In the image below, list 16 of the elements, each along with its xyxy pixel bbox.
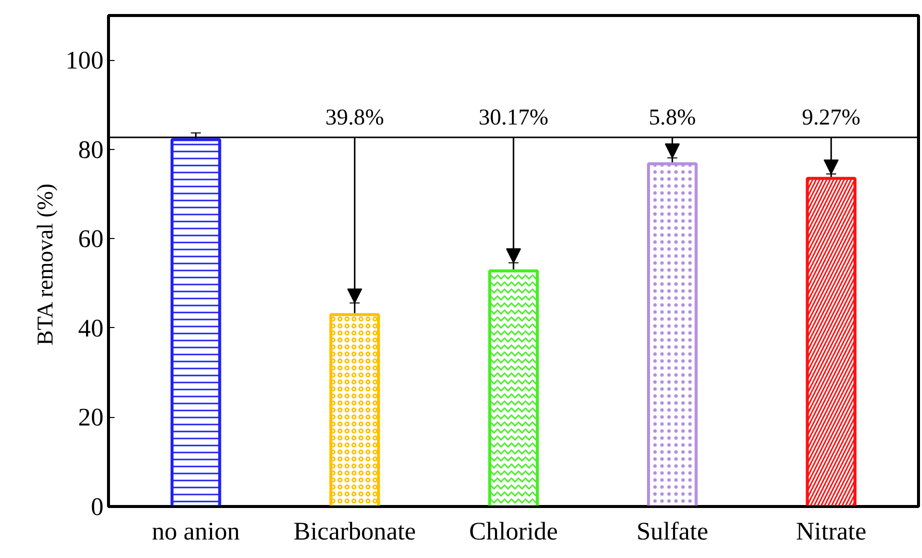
annotation: 39.8% [325,104,384,130]
x-tick-label: Bicarbonate [293,518,416,546]
y-tick-label: 80 [78,136,104,164]
y-tick-label: 0 [90,493,104,521]
y-tick-label: 20 [78,404,104,432]
y-tick-label: 100 [66,46,104,75]
y-axis-title: BTA removal (%) [32,184,58,346]
annotation: 5.8% [648,104,696,130]
annotation: 9.27% [802,104,861,130]
annotation: 30.17% [478,104,549,130]
x-tick-label: Chloride [469,518,558,546]
y-tick-label: 40 [78,314,104,342]
x-tick-label: Sulfate [636,518,708,546]
x-tick-label: no anion [152,518,240,546]
x-tick-label: Nitrate [796,518,866,546]
y-tick-label: 60 [78,225,104,254]
